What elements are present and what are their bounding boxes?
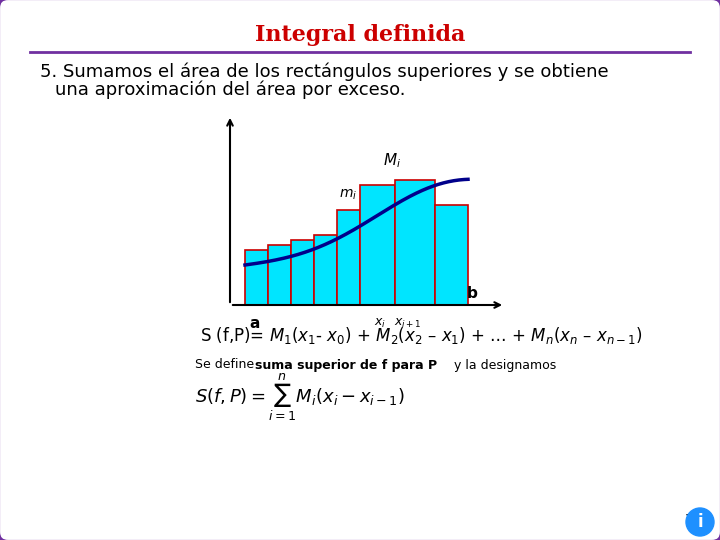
Text: 7: 7	[685, 513, 695, 531]
Text: suma superior de f para P: suma superior de f para P	[255, 359, 437, 372]
Bar	[314, 235, 337, 305]
Text: Se define: Se define	[195, 359, 258, 372]
Text: $M_i$: $M_i$	[383, 151, 401, 170]
Text: i: i	[697, 513, 703, 531]
Bar	[435, 205, 468, 305]
Text: $S(f,P) = \sum_{i=1}^{n} M_i(x_i - x_{i-1})$: $S(f,P) = \sum_{i=1}^{n} M_i(x_i - x_{i-…	[195, 371, 405, 423]
Text: S (f,P)= $M_1(x_1$- $x_0$) + $M_2(x_2$ – $x_1$) + … + $M_n(x_n$ – $x_{n-1}$): S (f,P)= $M_1(x_1$- $x_0$) + $M_2(x_2$ –…	[200, 325, 643, 346]
Text: 5. Sumamos el área de los rectángulos superiores y se obtiene: 5. Sumamos el área de los rectángulos su…	[40, 63, 608, 81]
Text: Integral definida: Integral definida	[255, 24, 465, 46]
Text: a: a	[250, 315, 260, 330]
Text: $x_{i+1}$: $x_{i+1}$	[394, 316, 422, 329]
Text: $m_i$: $m_i$	[339, 187, 357, 202]
Bar	[291, 240, 314, 305]
Bar	[245, 250, 268, 305]
Text: $x_i$: $x_i$	[374, 316, 386, 329]
Bar	[360, 185, 395, 305]
Bar	[395, 180, 435, 305]
Text: una aproximación del área por exceso.: una aproximación del área por exceso.	[55, 81, 405, 99]
Circle shape	[686, 508, 714, 536]
Bar	[337, 210, 360, 305]
Text: b: b	[467, 286, 477, 300]
Bar	[268, 245, 291, 305]
Text: y la designamos: y la designamos	[450, 359, 557, 372]
